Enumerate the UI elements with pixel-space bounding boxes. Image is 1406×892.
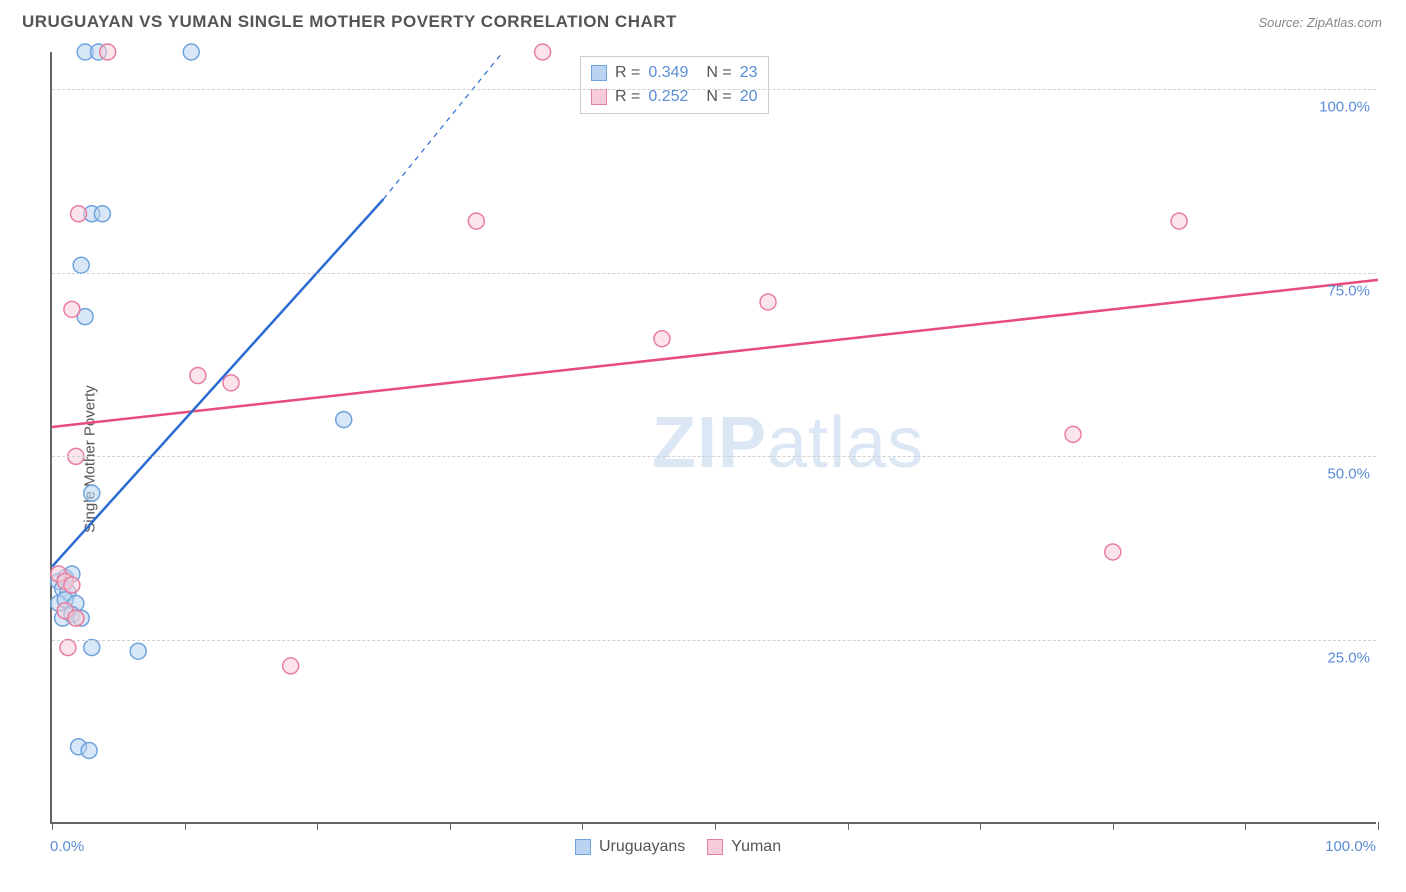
x-tick: [582, 822, 583, 830]
r-label: R =: [615, 61, 640, 85]
data-point: [60, 640, 76, 656]
chart-title: URUGUAYAN VS YUMAN SINGLE MOTHER POVERTY…: [22, 12, 677, 32]
data-point: [336, 412, 352, 428]
data-point: [84, 485, 100, 501]
data-point: [94, 206, 110, 222]
data-point: [1105, 544, 1121, 560]
regression-line: [52, 199, 384, 567]
data-point: [760, 294, 776, 310]
data-point: [64, 577, 80, 593]
data-point: [223, 375, 239, 391]
y-tick-label: 50.0%: [1327, 466, 1370, 483]
stats-legend-row: R = 0.349 N = 23: [591, 61, 758, 85]
r-value: 0.349: [648, 61, 688, 85]
plot-area: ZIPatlas R =0.349N =23R =0.252N =20 25.0…: [50, 52, 1376, 824]
stats-legend: R =0.349N =23R =0.252N =20: [580, 56, 769, 114]
gridline: [52, 640, 1376, 641]
legend-swatch: [591, 89, 607, 105]
data-point: [654, 331, 670, 347]
data-point: [283, 658, 299, 674]
x-tick: [52, 822, 53, 830]
gridline: [52, 456, 1376, 457]
legend-swatch: [575, 839, 591, 855]
legend-label: Yuman: [731, 838, 781, 856]
data-point: [535, 44, 551, 60]
x-tick: [450, 822, 451, 830]
x-tick: [980, 822, 981, 830]
chart-container: Single Mother Poverty ZIPatlas R =0.349N…: [22, 44, 1384, 874]
x-tick: [1113, 822, 1114, 830]
x-tick: [1245, 822, 1246, 830]
regression-line: [384, 52, 503, 199]
regression-line: [52, 280, 1378, 427]
data-point: [190, 368, 206, 384]
data-point: [1065, 426, 1081, 442]
data-point: [68, 610, 84, 626]
legend-item: Uruguayans: [575, 838, 685, 856]
y-tick-label: 75.0%: [1327, 282, 1370, 299]
data-point: [64, 301, 80, 317]
x-tick: [317, 822, 318, 830]
n-value: 23: [740, 61, 758, 85]
n-label: N =: [706, 61, 731, 85]
data-point: [130, 643, 146, 659]
data-point: [81, 742, 97, 758]
x-tick: [848, 822, 849, 830]
source-attribution: Source: ZipAtlas.com: [1258, 15, 1382, 30]
x-tick-label: 0.0%: [50, 838, 84, 855]
legend-label: Uruguayans: [599, 838, 685, 856]
data-point: [183, 44, 199, 60]
data-point: [100, 44, 116, 60]
legend-item: Yuman: [707, 838, 781, 856]
data-point: [1171, 213, 1187, 229]
y-tick-label: 100.0%: [1319, 98, 1370, 115]
x-tick: [715, 822, 716, 830]
legend-swatch: [707, 839, 723, 855]
x-tick: [1378, 822, 1379, 830]
x-tick: [185, 822, 186, 830]
data-point: [73, 257, 89, 273]
data-point: [71, 206, 87, 222]
chart-svg: [52, 52, 1376, 822]
x-tick-label: 100.0%: [1325, 838, 1376, 855]
series-legend: Uruguayans Yuman: [575, 838, 781, 856]
legend-swatch: [591, 65, 607, 81]
gridline: [52, 273, 1376, 274]
data-point: [84, 640, 100, 656]
data-point: [468, 213, 484, 229]
gridline: [52, 89, 1376, 90]
y-tick-label: 25.0%: [1327, 650, 1370, 667]
